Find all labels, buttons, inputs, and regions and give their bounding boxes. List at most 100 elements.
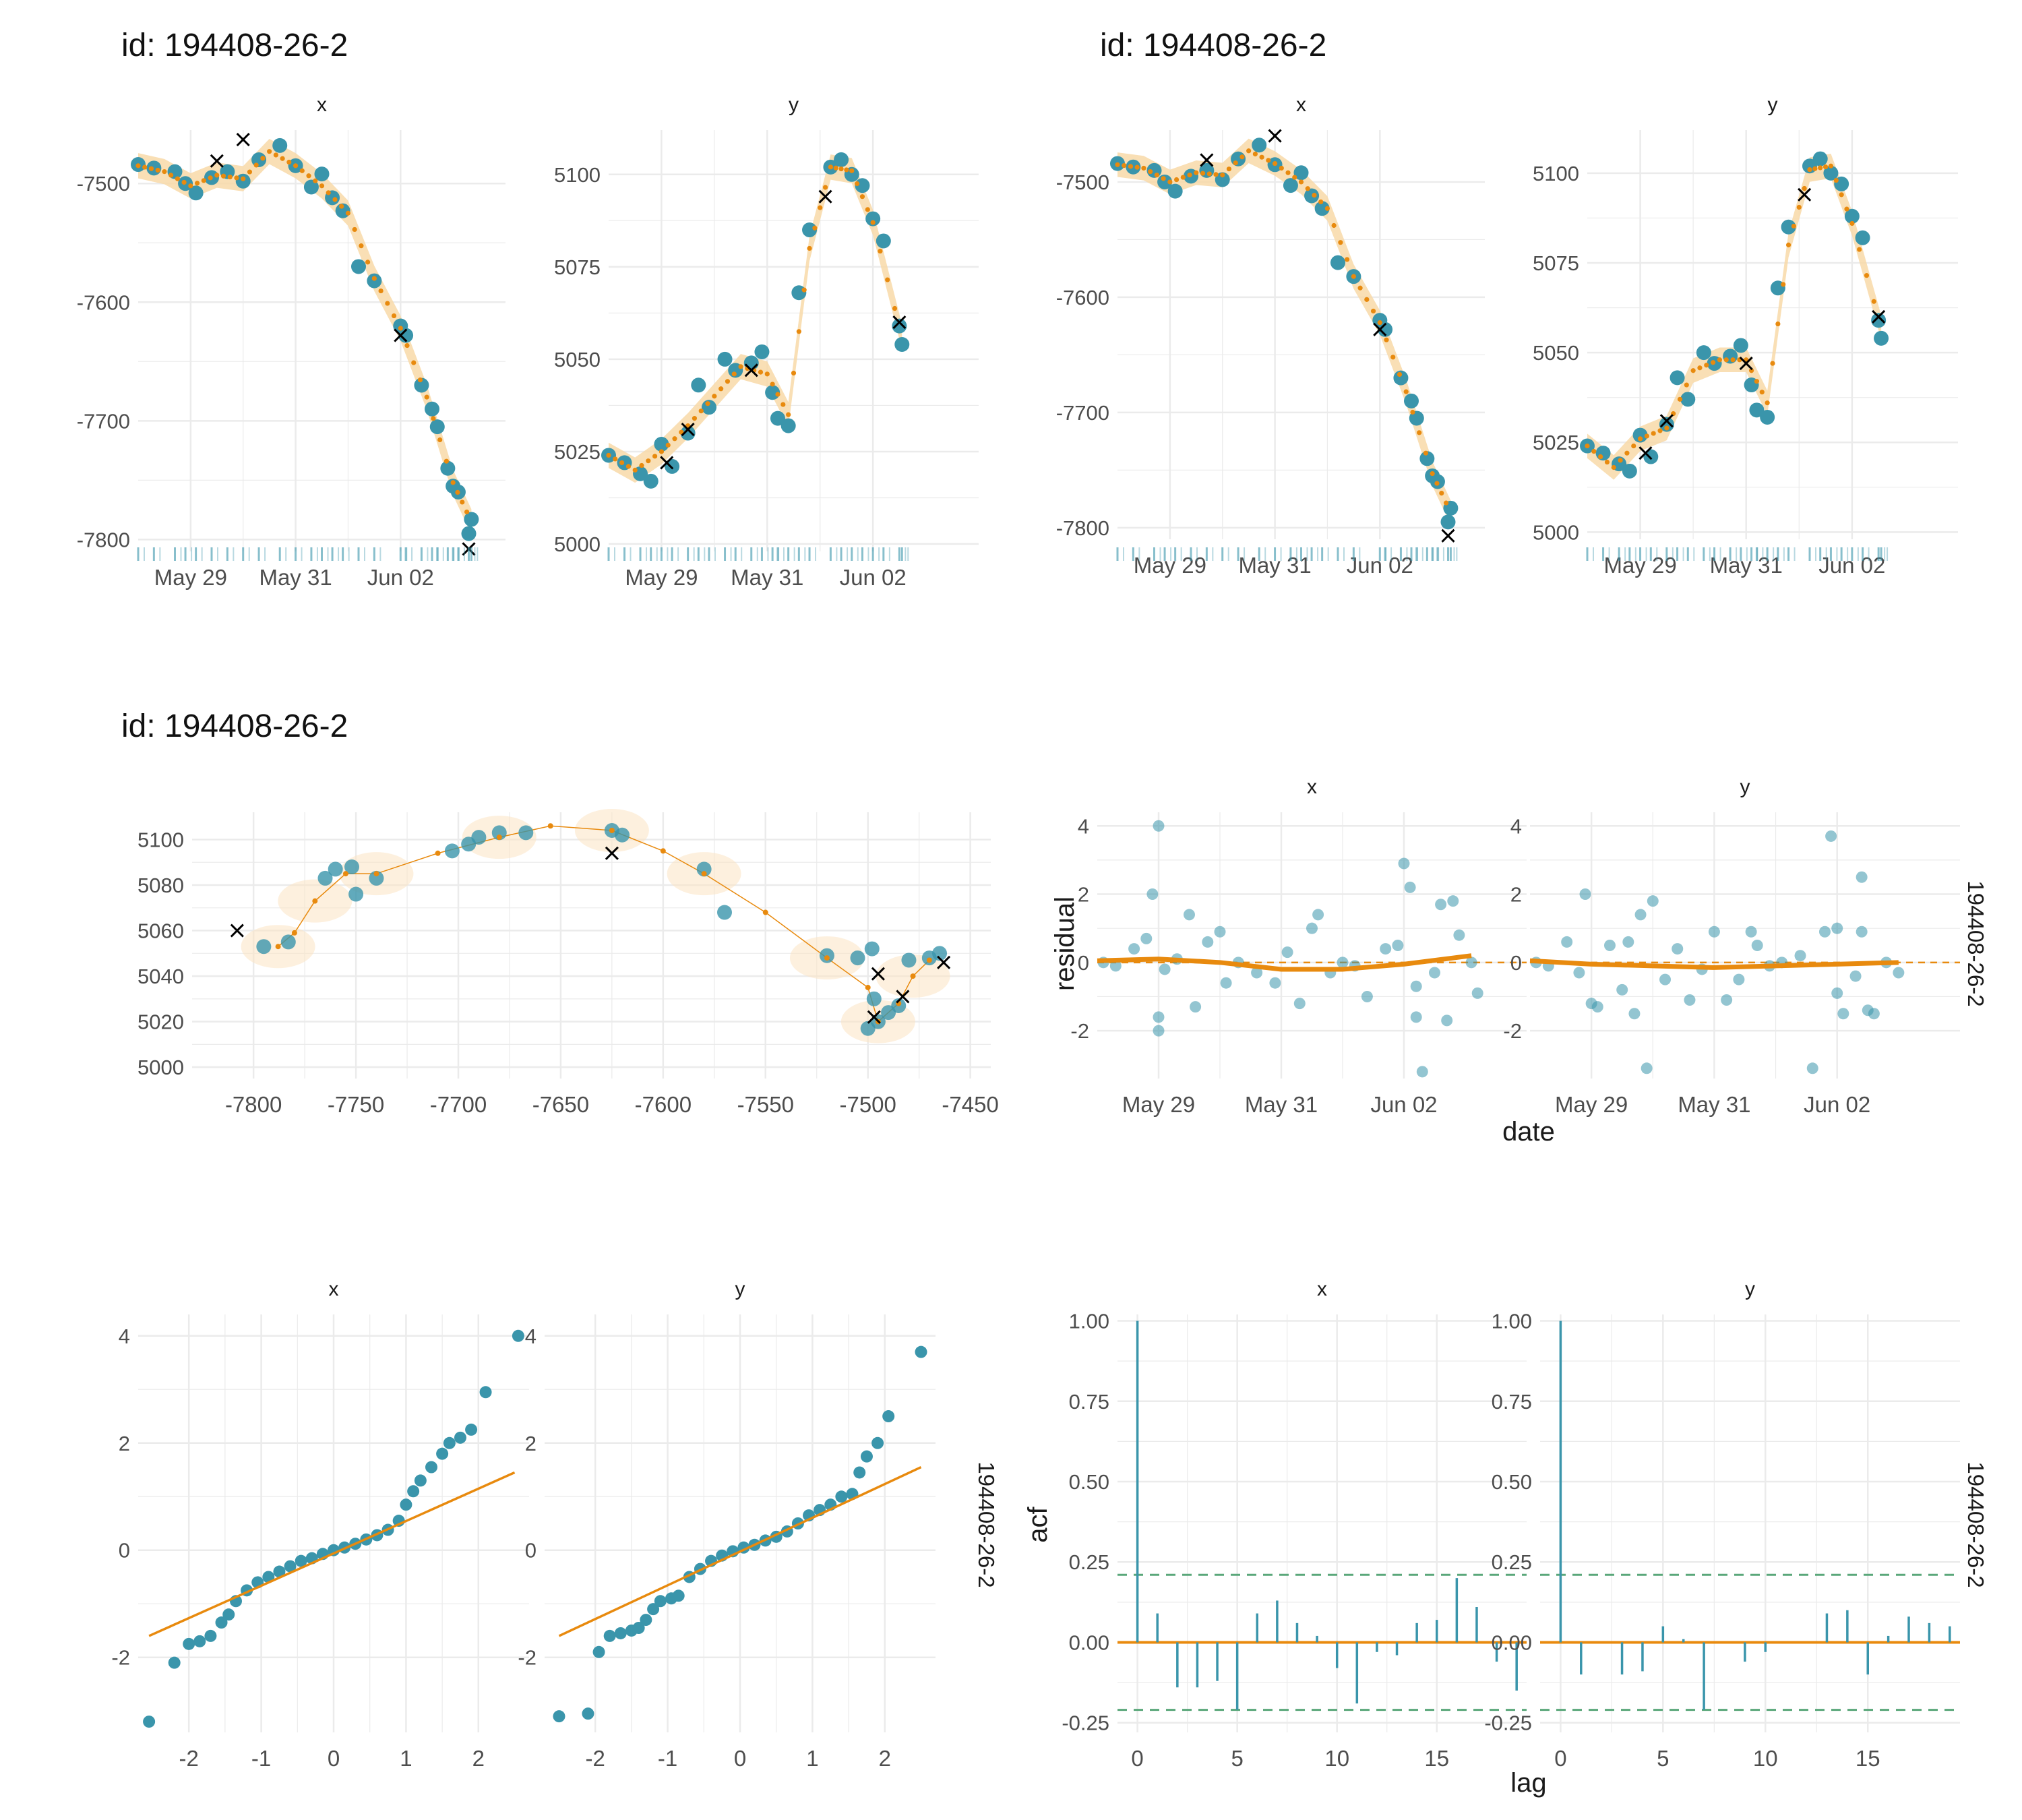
fit2-y-ytick: 5000: [1533, 520, 1579, 544]
fit2-x-fit-point: [1439, 491, 1444, 496]
track-xtick: -7500: [839, 1092, 896, 1117]
acf-x-xtick: 15: [1424, 1746, 1449, 1771]
qq-y-qq-point: [882, 1410, 895, 1423]
fit1-y-obs-point: [754, 344, 770, 359]
acf-y-ytick: 0.50: [1492, 1470, 1532, 1494]
qq-y-qq-point: [647, 1603, 660, 1616]
fit2-y-fit-point: [1857, 247, 1862, 252]
fit2-x-fit-point: [1154, 173, 1159, 178]
fit2-y-fit-point: [1812, 166, 1818, 171]
qq-y-qq-point: [614, 1627, 627, 1639]
fit1-y-fit-point: [770, 382, 775, 387]
fit2-x-fit-point: [1417, 430, 1422, 435]
resid-x-resid-point: [1281, 946, 1293, 959]
fit1-y-xtick: Jun 02: [840, 565, 907, 590]
fit1-x-fit-point: [450, 480, 456, 485]
resid-y-resid-point: [1634, 909, 1647, 921]
fit1-y-fit-point: [639, 462, 644, 468]
resid-y-resid-point: [1849, 970, 1862, 982]
resid-x-resid-point: [1410, 1011, 1422, 1023]
resid-x-resid-point: [1220, 977, 1232, 989]
resid-y-resid-point: [1733, 973, 1745, 985]
fit2-y-fit-point: [1791, 223, 1797, 229]
acf-x-xtick: 0: [1131, 1746, 1143, 1771]
fit1-x-fit-point: [208, 175, 213, 181]
fit1-x-fit-point: [220, 173, 226, 179]
fit2-y-fit-point: [1818, 165, 1823, 171]
fit1-y-band: [609, 154, 902, 483]
fit2-x-obs-point: [1404, 393, 1419, 408]
resid-x-resid-point: [1293, 998, 1306, 1010]
fit1-y-fit-point: [878, 248, 883, 254]
fit1-y-fit-point: [632, 467, 638, 473]
fit1-y-obs-point: [717, 351, 733, 367]
fit2-x-fit-point: [1397, 371, 1403, 377]
track-outlier: [871, 967, 885, 981]
fit1-y-fit-point: [775, 392, 780, 397]
fit2-y-fit-point: [1611, 464, 1616, 471]
qq-facet-label: 194408-26-2: [974, 1461, 999, 1587]
track-outlier: [230, 923, 244, 938]
fit1-x-fit-point: [319, 183, 325, 189]
fit1-x-fit-point: [460, 499, 465, 505]
resid-y-resid-point: [1641, 1062, 1653, 1074]
fit1-y-obs-point: [691, 377, 706, 393]
fit1-y-obs-point: [765, 385, 780, 400]
fit1-x-fit-point: [234, 175, 239, 181]
fit1-x-fit-point: [227, 174, 233, 180]
fit2-x-fit-point: [1115, 162, 1120, 167]
resid-y-ytick: 0: [1510, 951, 1522, 975]
fit2-y-fit-point: [1717, 357, 1723, 363]
track-outlier: [605, 846, 619, 860]
fit2-y-fit-point: [1651, 431, 1656, 436]
fit1-y-fit-point: [764, 371, 770, 377]
resid-x-xtick: May 29: [1122, 1092, 1195, 1117]
fit1-x-obs-point: [464, 512, 479, 527]
resid-y-resid-point: [1561, 936, 1573, 948]
fit2-x-fit-point: [1403, 389, 1409, 394]
resid-y-resid-point: [1794, 950, 1806, 962]
fit2-y-fit-point: [1618, 458, 1623, 463]
title-fit-2: id: 194408-26-2: [1100, 28, 1327, 63]
fit1-x-fit-point: [404, 342, 410, 348]
fit1-y-fit-point: [855, 181, 860, 187]
qq-x-qq-point: [479, 1386, 492, 1399]
acf-y-xtick: 0: [1554, 1746, 1566, 1771]
resid-x-ytick: -2: [1070, 1019, 1089, 1043]
fit1-x-obs-point: [272, 138, 288, 153]
resid-y-resid-point: [1825, 830, 1837, 842]
track-xtick: -7600: [635, 1092, 692, 1117]
fit2-x-obs-point: [1378, 322, 1393, 337]
fit2-x-ytick: -7500: [1056, 171, 1109, 194]
resid-y-resid-point: [1579, 888, 1591, 901]
fit1-y-xtick: May 29: [625, 565, 698, 590]
fit2-x-fit-point: [1128, 164, 1134, 169]
fit1-y-ytick: 5000: [554, 533, 601, 556]
resid-x-xtick: Jun 02: [1370, 1092, 1437, 1117]
resid-y-resid-point: [1684, 994, 1696, 1006]
fit1-x-fit-point: [267, 149, 272, 154]
fit2-y-fit-point: [1802, 185, 1807, 191]
resid-x-resid-point: [1429, 967, 1440, 979]
track-fit-point: [373, 871, 379, 877]
resid-y-resid-point: [1603, 940, 1616, 951]
fit2-x-fit-point: [1200, 171, 1206, 176]
fit1-y-obs-point: [665, 458, 680, 474]
resid-y-resid-point: [1893, 967, 1905, 979]
qq-y-strip: y: [735, 1278, 745, 1300]
acf-y-strip: y: [1745, 1278, 1755, 1300]
fit1-x-fit-point: [464, 509, 470, 515]
resid-x-resid-point: [1380, 943, 1392, 955]
track-obs-point: [344, 859, 359, 875]
fit2-x-fit-point: [1324, 206, 1330, 211]
fit2-y-fit-point: [1849, 220, 1855, 226]
fit2-x-fit-point: [1434, 481, 1440, 486]
fit2-x-fit-point: [1298, 179, 1304, 185]
fit2-y-fit-point: [1770, 361, 1775, 366]
fit1-x-obs-point: [414, 377, 429, 393]
fit2-y-fit-point: [1711, 360, 1716, 365]
fit1-x-outlier: [210, 154, 224, 168]
fit2-x-obs-point: [1293, 165, 1309, 181]
fit2-y-fit-point: [1754, 379, 1760, 384]
fit1-x-xtick: May 31: [259, 565, 332, 590]
